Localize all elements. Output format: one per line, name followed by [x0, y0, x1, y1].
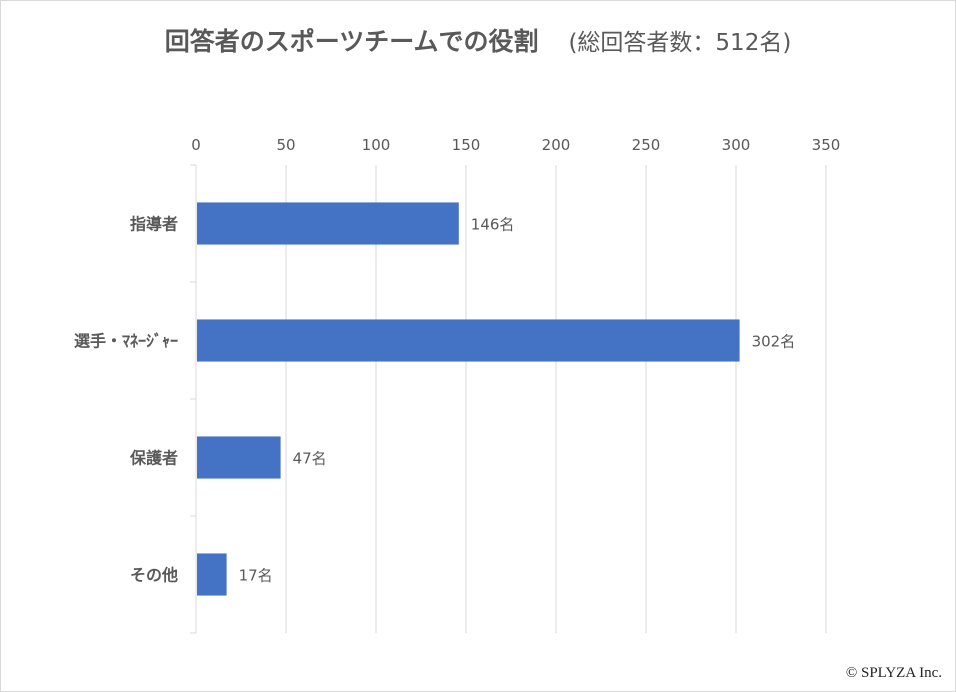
x-tick-label: 250 — [632, 136, 661, 154]
x-tick-label: 50 — [276, 136, 295, 154]
x-tick-label: 300 — [722, 136, 751, 154]
x-tick-label: 100 — [362, 136, 391, 154]
chart-title-row: 回答者のスポーツチームでの役割 (総回答者数：512名) — [0, 22, 956, 58]
bar — [197, 436, 281, 479]
bar — [197, 202, 459, 245]
copyright-text: © SPLYZA Inc. — [845, 665, 942, 681]
data-label: 146名 — [471, 216, 515, 234]
bar — [197, 553, 227, 596]
category-label: その他 — [130, 566, 178, 585]
x-tick-label: 200 — [542, 136, 571, 154]
x-tick-label: 350 — [812, 136, 841, 154]
data-label: 17名 — [239, 567, 273, 585]
chart-title: 回答者のスポーツチームでの役割 — [164, 27, 539, 56]
chart-subtitle: (総回答者数：512名) — [568, 30, 792, 56]
x-tick-label: 150 — [452, 136, 481, 154]
x-tick-label: 0 — [191, 136, 201, 154]
data-label: 302名 — [752, 333, 796, 351]
category-label: 指導者 — [130, 215, 178, 234]
data-label: 47名 — [293, 450, 327, 468]
category-label: 選手・ﾏﾈｰｼﾞｬｰ — [74, 332, 178, 351]
category-label: 保護者 — [129, 449, 178, 468]
bar — [197, 319, 740, 362]
